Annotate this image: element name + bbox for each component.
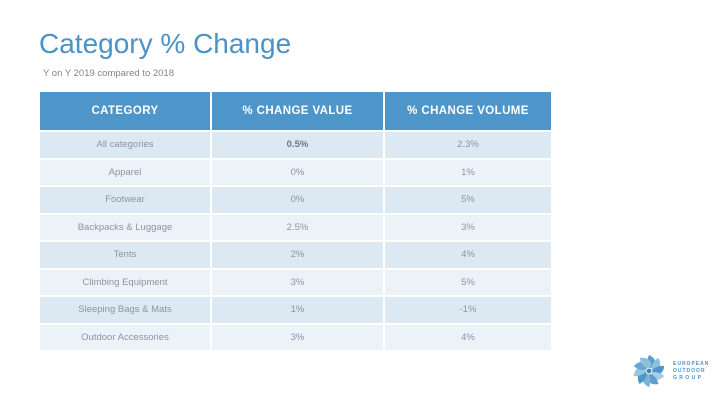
value-cell: 2% (212, 242, 383, 268)
category-cell: Apparel (40, 159, 210, 185)
logo-wordmark: EUROPEAN OUTDOOR GROUP (673, 361, 709, 382)
category-cell: Climbing Equipment (40, 269, 210, 295)
category-cell: Footwear (40, 187, 210, 213)
category-cell: Tents (40, 242, 210, 268)
category-cell: All categories (40, 132, 210, 158)
value-cell: 0% (212, 187, 383, 213)
column-header-change-volume: % CHANGE VOLUME (385, 92, 551, 130)
european-outdoor-group-logo: EUROPEAN OUTDOOR GROUP (628, 350, 709, 392)
category-change-table: CATEGORY % CHANGE VALUE % CHANGE VOLUME … (40, 92, 553, 350)
volume-cell: 4% (385, 324, 551, 350)
volume-cell: 3% (385, 214, 551, 240)
value-cell: 3% (212, 269, 383, 295)
column-header-category: CATEGORY (40, 92, 210, 130)
value-cell: 1% (212, 297, 383, 323)
page-title: Category % Change (39, 28, 292, 59)
column-header-change-value: % CHANGE VALUE (212, 92, 383, 130)
volume-cell: 5% (385, 187, 551, 213)
volume-cell: 5% (385, 269, 551, 295)
page-subtitle: Y on Y 2019 compared to 2018 (43, 68, 174, 79)
category-cell: Backpacks & Luggage (40, 214, 210, 240)
category-cell: Outdoor Accessories (40, 324, 210, 350)
pinwheel-logo-icon (633, 355, 665, 387)
logo-line: EUROPEAN (673, 360, 710, 367)
value-cell: 2.5% (212, 214, 383, 240)
volume-cell: 2.3% (385, 132, 551, 158)
value-cell: 0% (212, 159, 383, 185)
value-cell: 3% (212, 324, 383, 350)
volume-cell: -1% (385, 297, 551, 323)
volume-cell: 1% (385, 159, 551, 185)
logo-line: OUTDOOR (673, 367, 706, 374)
logo-line: GROUP (673, 374, 704, 381)
category-cell: Sleeping Bags & Mats (40, 297, 210, 323)
value-cell: 0.5% (212, 132, 383, 158)
volume-cell: 4% (385, 242, 551, 268)
